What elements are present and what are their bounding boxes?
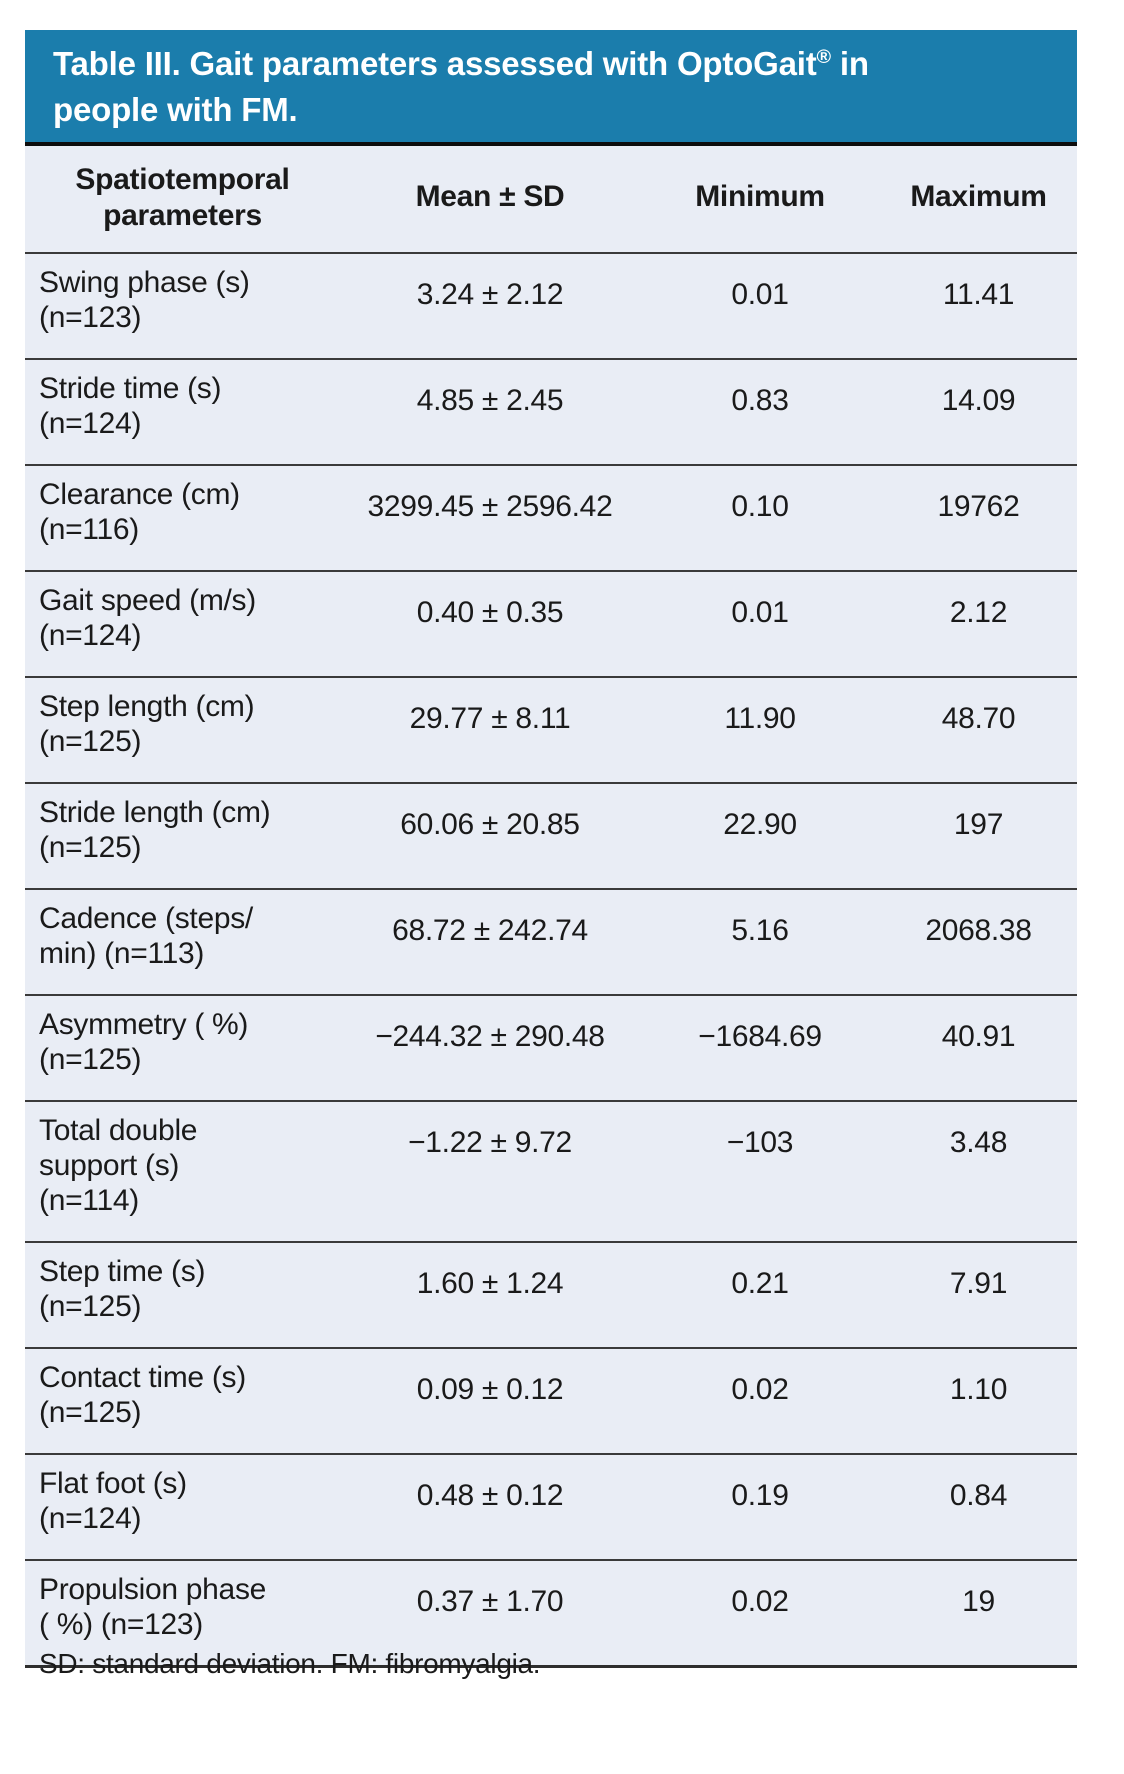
param-cell: Asymmetry ( %) (n=125) [25, 995, 340, 1102]
max-cell: 19762 [880, 465, 1077, 572]
param-cell: Gait speed (m/s) (n=124) [25, 571, 340, 678]
min-cell: 0.83 [640, 359, 880, 466]
table-row: Cadence (steps/ min) (n=113) 68.72 ± 242… [25, 889, 1077, 996]
min-cell: 0.02 [640, 1348, 880, 1455]
max-cell: 7.91 [880, 1242, 1077, 1349]
max-cell: 11.41 [880, 253, 1077, 360]
column-header-minimum: Minimum [640, 146, 880, 254]
mean-cell: 3.24 ± 2.12 [340, 253, 640, 360]
min-cell: 0.10 [640, 465, 880, 572]
mean-cell: −244.32 ± 290.48 [340, 995, 640, 1102]
max-cell: 3.48 [880, 1101, 1077, 1243]
table-title-text: Table III. Gait parameters assessed with… [53, 45, 817, 82]
mean-cell: 0.09 ± 0.12 [340, 1348, 640, 1455]
param-cell: Contact time (s) (n=125) [25, 1348, 340, 1455]
table-row: Step length (cm) (n=125) 29.77 ± 8.11 11… [25, 677, 1077, 784]
param-cell: Total double support (s) (n=114) [25, 1101, 340, 1243]
min-cell: 0.01 [640, 253, 880, 360]
table-row: Clearance (cm) (n=116) 3299.45 ± 2596.42… [25, 465, 1077, 572]
mean-cell: 0.40 ± 0.35 [340, 571, 640, 678]
min-cell: −1684.69 [640, 995, 880, 1102]
param-cell: Stride time (s) (n=124) [25, 359, 340, 466]
table-row: Stride length (cm) (n=125) 60.06 ± 20.85… [25, 783, 1077, 890]
min-cell: 11.90 [640, 677, 880, 784]
param-cell: Step length (cm) (n=125) [25, 677, 340, 784]
table-footnote: SD: standard deviation. FM: fibromyalgia… [39, 1648, 541, 1679]
table-row: Contact time (s) (n=125) 0.09 ± 0.12 0.0… [25, 1348, 1077, 1455]
param-cell: Flat foot (s) (n=124) [25, 1454, 340, 1561]
table-title-text-cont: in [830, 45, 869, 82]
column-header-mean-sd: Mean ± SD [340, 146, 640, 254]
table-row: Total double support (s) (n=114) −1.22 ±… [25, 1101, 1077, 1243]
min-cell: 0.21 [640, 1242, 880, 1349]
param-cell: Step time (s) (n=125) [25, 1242, 340, 1349]
min-cell: 0.01 [640, 571, 880, 678]
column-header-spatiotemporal-parameters: Spatiotemporal parameters [25, 146, 340, 254]
mean-cell: 29.77 ± 8.11 [340, 677, 640, 784]
column-header-row: Spatiotemporal parameters Mean ± SD Mini… [25, 146, 1077, 254]
table-row: Step time (s) (n=125) 1.60 ± 1.24 0.21 7… [25, 1242, 1077, 1349]
max-cell: 1.10 [880, 1348, 1077, 1455]
mean-cell: 3299.45 ± 2596.42 [340, 465, 640, 572]
param-cell: Swing phase (s) (n=123) [25, 253, 340, 360]
table-row: Asymmetry ( %) (n=125) −244.32 ± 290.48 … [25, 995, 1077, 1102]
param-cell: Clearance (cm) (n=116) [25, 465, 340, 572]
max-cell: 2.12 [880, 571, 1077, 678]
mean-cell: 0.37 ± 1.70 [340, 1560, 640, 1668]
table-row: Gait speed (m/s) (n=124) 0.40 ± 0.35 0.0… [25, 571, 1077, 678]
min-cell: 22.90 [640, 783, 880, 890]
table-row: Swing phase (s) (n=123) 3.24 ± 2.12 0.01… [25, 253, 1077, 360]
table-title-line2: people with FM. [53, 91, 298, 128]
min-cell: 0.02 [640, 1560, 880, 1668]
param-cell: Cadence (steps/ min) (n=113) [25, 889, 340, 996]
registered-trademark-icon: ® [816, 46, 832, 68]
mean-cell: −1.22 ± 9.72 [340, 1101, 640, 1243]
column-header-maximum: Maximum [880, 146, 1077, 254]
max-cell: 0.84 [880, 1454, 1077, 1561]
min-cell: 0.19 [640, 1454, 880, 1561]
table-row: Propulsion phase ( %) (n=123) 0.37 ± 1.7… [25, 1560, 1077, 1668]
table-row: Stride time (s) (n=124) 4.85 ± 2.45 0.83… [25, 359, 1077, 466]
mean-cell: 60.06 ± 20.85 [340, 783, 640, 890]
param-cell: Propulsion phase ( %) (n=123) [25, 1560, 340, 1668]
mean-cell: 1.60 ± 1.24 [340, 1242, 640, 1349]
min-cell: −103 [640, 1101, 880, 1243]
max-cell: 197 [880, 783, 1077, 890]
table-row: Flat foot (s) (n=124) 0.48 ± 0.12 0.19 0… [25, 1454, 1077, 1561]
max-cell: 40.91 [880, 995, 1077, 1102]
min-cell: 5.16 [640, 889, 880, 996]
gait-table-card: Table III. Gait parameters assessed with… [25, 30, 1077, 1668]
table-body: Swing phase (s) (n=123) 3.24 ± 2.12 0.01… [25, 253, 1077, 1668]
max-cell: 48.70 [880, 677, 1077, 784]
table-title-line1: Table III. Gait parameters assessed with… [53, 41, 1049, 87]
gait-parameters-table: Spatiotemporal parameters Mean ± SD Mini… [25, 146, 1077, 1668]
max-cell: 14.09 [880, 359, 1077, 466]
max-cell: 2068.38 [880, 889, 1077, 996]
param-cell: Stride length (cm) (n=125) [25, 783, 340, 890]
table-title-bar: Table III. Gait parameters assessed with… [25, 30, 1077, 146]
mean-cell: 68.72 ± 242.74 [340, 889, 640, 996]
max-cell: 19 [880, 1560, 1077, 1668]
mean-cell: 0.48 ± 0.12 [340, 1454, 640, 1561]
mean-cell: 4.85 ± 2.45 [340, 359, 640, 466]
